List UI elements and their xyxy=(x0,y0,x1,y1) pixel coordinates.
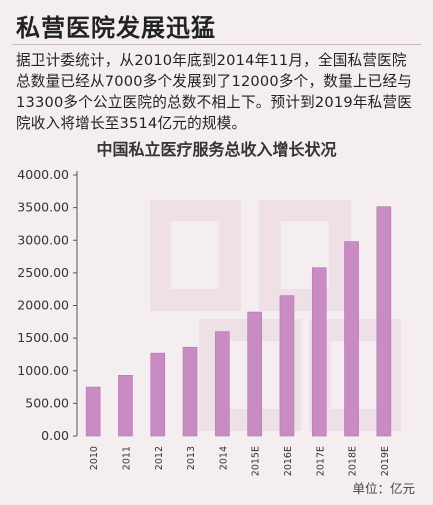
title-divider xyxy=(12,44,421,45)
y-tick-label: 1000.00 xyxy=(17,363,69,378)
y-tick-label: 1500.00 xyxy=(17,330,69,345)
x-tick-label: 2019E xyxy=(380,446,391,476)
y-tick-label: 0.00 xyxy=(41,428,69,443)
bar-2014 xyxy=(215,331,230,437)
bar-2018E xyxy=(344,241,359,437)
y-axis: 0.00 500.00 1000.00 1500.00 2000.00 2500.00 30… xyxy=(17,167,78,443)
x-tick-label: 2015E xyxy=(251,446,262,476)
bar-2012 xyxy=(150,352,166,437)
bar-2013 xyxy=(182,346,198,437)
chart-title: 中国私立医疗服务总收入增长状况 xyxy=(96,140,337,159)
bars xyxy=(85,206,392,437)
y-tick-label: 2500.00 xyxy=(17,265,69,280)
x-tick-label: 2018E xyxy=(348,446,359,476)
x-tick-label: 2013 xyxy=(186,446,197,470)
bar-2011 xyxy=(118,375,133,437)
y-tick-label: 3500.00 xyxy=(17,200,69,215)
y-tick-label: 3000.00 xyxy=(17,232,69,247)
bar-2016E xyxy=(279,295,295,437)
x-tick-label: 2016E xyxy=(283,446,294,476)
x-axis: 2010 2011 2012 2013 2014 2015E 2016E 2017E 2018E… xyxy=(89,446,391,476)
bar-2015E xyxy=(247,311,262,437)
x-tick-label: 2011 xyxy=(121,446,132,470)
y-tick-label: 4000.00 xyxy=(17,167,69,182)
x-tick-label: 2017E xyxy=(315,446,326,476)
bar-2010 xyxy=(85,386,101,437)
x-tick-label: 2012 xyxy=(154,446,165,470)
x-tick-label: 2014 xyxy=(218,446,229,470)
x-tick-label: 2010 xyxy=(89,446,100,470)
bar-2019E xyxy=(376,206,392,437)
body-text: 据卫计委统计，从2010年底到2014年11月，全国私营医院总数量已经从7000… xyxy=(16,52,413,132)
unit-label: 单位：亿元 xyxy=(352,481,415,496)
y-tick-label: 500.00 xyxy=(25,395,69,410)
bar-2017E xyxy=(311,267,327,437)
y-tick-label: 2000.00 xyxy=(17,298,69,313)
page-title: 私营医院发展迅猛 xyxy=(16,14,216,42)
